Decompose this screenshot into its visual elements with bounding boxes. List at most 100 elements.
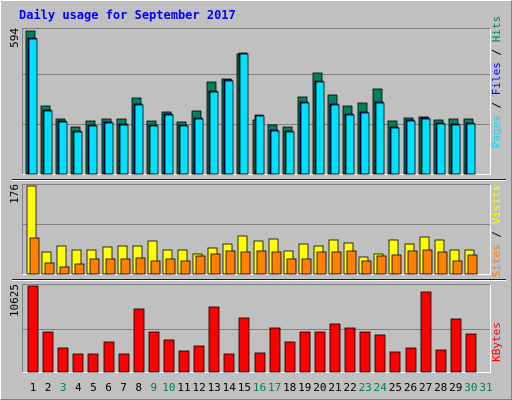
- bar-sites-day-22: [346, 250, 357, 275]
- bar-kbytes-day-24: [374, 334, 386, 373]
- bar-sites-day-5: [89, 258, 100, 275]
- bar-kbytes-day-27: [420, 291, 432, 373]
- x-tick-label-day-19: 19: [298, 381, 311, 394]
- x-tick-label-day-26: 26: [404, 381, 417, 394]
- x-tick-label-day-21: 21: [328, 381, 341, 394]
- plot-border-light: [22, 184, 491, 275]
- plot-border-light: [22, 284, 491, 373]
- bar-kbytes-day-21: [329, 323, 341, 373]
- bar-pages-day-18: [285, 131, 295, 175]
- bar-kbytes-day-22: [344, 327, 356, 373]
- bar-pages-day-19: [300, 102, 310, 175]
- bar-sites-day-16: [256, 250, 267, 275]
- bar-kbytes-day-23: [359, 331, 371, 373]
- legend-item: Visits: [490, 185, 503, 225]
- x-tick-label-day-8: 8: [135, 381, 142, 394]
- bar-sites-day-10: [165, 258, 176, 275]
- x-tick-label-day-29: 29: [449, 381, 462, 394]
- x-tick-label-day-5: 5: [90, 381, 97, 394]
- x-tick-label-day-1: 1: [30, 381, 37, 394]
- bar-pages-day-27: [421, 118, 431, 175]
- bar-sites-day-18: [286, 258, 297, 275]
- x-tick-label-day-30: 30: [464, 381, 477, 394]
- x-tick-label-day-6: 6: [105, 381, 112, 394]
- x-tick-label-day-12: 12: [192, 381, 205, 394]
- bar-kbytes-day-11: [178, 350, 190, 373]
- x-axis-day-labels: 1 2 3 4 5 6 7 8 9 10 11 12 13 14 15 16 17 18 19 20 21 22 23 24 2…: [30, 381, 493, 394]
- x-tick-label-day-10: 10: [162, 381, 175, 394]
- plot-border-dark: [22, 28, 491, 175]
- bar-pages-day-3: [58, 121, 68, 175]
- legend-top: Pages / Files / Hits: [490, 16, 503, 149]
- legend-item: KBytes: [490, 322, 503, 362]
- legend-item: Sites: [490, 244, 503, 277]
- bar-kbytes-day-8: [133, 308, 145, 373]
- bar-sites-day-14: [225, 250, 236, 275]
- bar-kbytes-day-15: [238, 317, 250, 373]
- bar-pages-day-28: [436, 123, 446, 175]
- bar-kbytes-day-5: [87, 353, 99, 373]
- bar-kbytes-day-17: [269, 327, 281, 373]
- bar-sites-day-4: [74, 263, 85, 275]
- bar-sites-day-7: [120, 258, 131, 275]
- bar-sites-day-27: [422, 249, 433, 275]
- bar-pages-day-7: [119, 124, 129, 175]
- x-tick-label-day-11: 11: [177, 381, 190, 394]
- bar-pages-day-24: [375, 102, 385, 175]
- bar-sites-day-17: [271, 251, 282, 275]
- x-tick-label-day-2: 2: [45, 381, 52, 394]
- ymax-label: 176: [8, 184, 21, 204]
- bar-pages-day-8: [134, 104, 144, 175]
- bar-pages-day-16: [255, 115, 265, 175]
- bar-sites-day-2: [44, 262, 55, 275]
- x-tick-label-day-23: 23: [359, 381, 372, 394]
- bar-kbytes-day-30: [465, 333, 477, 373]
- legend-item: /: [490, 42, 503, 62]
- bar-pages-day-5: [88, 125, 98, 175]
- bar-sites-day-25: [391, 254, 402, 275]
- bar-sites-day-28: [437, 251, 448, 275]
- bar-pages-day-4: [73, 131, 83, 175]
- legend-item: Hits: [490, 16, 503, 43]
- ymax-label: 594: [8, 28, 21, 48]
- bar-sites-day-12: [195, 255, 206, 275]
- bar-kbytes-day-9: [148, 331, 160, 373]
- bar-sites-day-11: [180, 260, 191, 275]
- bar-pages-day-9: [149, 125, 159, 175]
- legend-item: /: [490, 224, 503, 244]
- legend-item: Pages: [490, 115, 503, 148]
- bar-pages-day-22: [345, 114, 355, 175]
- x-tick-label-day-14: 14: [223, 381, 237, 394]
- bar-kbytes-day-1: [27, 285, 39, 373]
- bar-kbytes-day-28: [435, 349, 447, 373]
- bar-sites-day-13: [210, 253, 221, 275]
- x-tick-label-day-20: 20: [313, 381, 326, 394]
- bar-sites-day-24: [376, 255, 387, 275]
- bar-pages-day-13: [209, 91, 219, 175]
- x-tick-label-day-22: 22: [343, 381, 356, 394]
- bar-sites-day-3: [59, 266, 70, 275]
- bar-sites-day-8: [135, 257, 146, 275]
- bar-kbytes-day-6: [103, 341, 115, 373]
- x-tick-label-day-18: 18: [283, 381, 296, 394]
- x-tick-label-day-13: 13: [208, 381, 221, 394]
- bar-sites-day-19: [301, 258, 312, 275]
- bar-sites-day-30: [467, 254, 478, 275]
- bar-pages-day-20: [315, 81, 325, 175]
- x-tick-label-day-3: 3: [60, 381, 67, 394]
- bar-sites-day-29: [452, 260, 463, 275]
- bar-pages-day-17: [270, 130, 280, 175]
- plot-border-dark: [22, 184, 491, 275]
- bar-pages-day-10: [164, 114, 174, 175]
- x-tick-label-day-7: 7: [120, 381, 127, 394]
- bar-pages-day-14: [224, 80, 234, 175]
- bar-kbytes-day-20: [314, 331, 326, 373]
- x-tick-label-day-31: 31: [479, 381, 492, 394]
- bar-kbytes-day-26: [405, 347, 417, 373]
- bar-kbytes-day-4: [72, 353, 84, 373]
- x-tick-label-day-27: 27: [419, 381, 432, 394]
